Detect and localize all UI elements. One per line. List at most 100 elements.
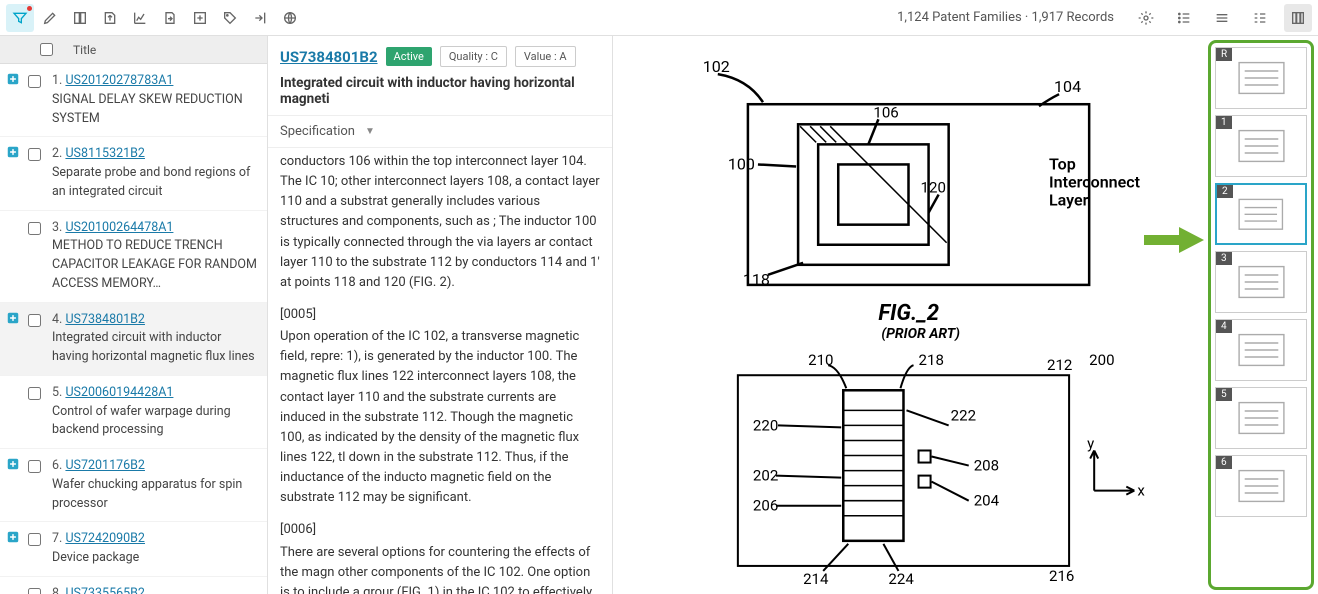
spec-paragraph: [0005] Upon operation of the IC 102, a t…: [280, 305, 600, 508]
page-export-icon[interactable]: [156, 4, 184, 32]
globe-icon[interactable]: [276, 4, 304, 32]
patent-number-link[interactable]: US20120278783A1: [65, 73, 173, 88]
row-title: METHOD TO REDUCE TRENCH CAPACITOR LEAKAG…: [52, 238, 257, 291]
row-checkbox[interactable]: [28, 585, 46, 594]
expand-icon[interactable]: [4, 311, 22, 367]
expand-icon[interactable]: [4, 219, 22, 294]
row-body: 8. US7335565B2: [52, 585, 261, 594]
results-list: 1. US20120278783A1 SIGNAL DELAY SKEW RED…: [0, 64, 267, 594]
row-title: Device package: [52, 550, 139, 565]
figure-panel: 102 104 100 106 118 120 Top Interconnect…: [613, 36, 1204, 594]
columns-icon[interactable]: [1284, 4, 1312, 32]
row-index: 4.: [52, 312, 62, 327]
row-checkbox[interactable]: [28, 384, 46, 440]
expand-icon[interactable]: [4, 145, 22, 201]
toolbar-left: [6, 4, 897, 32]
row-index: 7.: [52, 531, 62, 546]
svg-text:Layer: Layer: [1049, 191, 1089, 210]
spec-paragraph: [0006] There are several options for cou…: [280, 520, 600, 594]
patent-number-link[interactable]: US7242090B2: [65, 531, 145, 546]
indent-icon[interactable]: [1246, 4, 1274, 32]
svg-text:y: y: [1087, 434, 1094, 452]
list-dots-icon[interactable]: [1170, 4, 1198, 32]
chart-icon[interactable]: [126, 4, 154, 32]
row-checkbox[interactable]: [28, 145, 46, 201]
title-column-header: Title: [53, 43, 96, 57]
svg-text:222: 222: [951, 406, 976, 424]
row-title: Wafer chucking apparatus for spin proces…: [52, 477, 242, 511]
toolbar-right: 1,124 Patent Families · 1,917 Records: [897, 4, 1312, 32]
svg-text:x: x: [1137, 482, 1145, 500]
spec-tab-label: Specification: [280, 124, 355, 139]
patent-number-link[interactable]: US20100264478A1: [65, 220, 173, 235]
svg-text:FIG._2: FIG._2: [878, 301, 939, 326]
result-row[interactable]: 1. US20120278783A1 SIGNAL DELAY SKEW RED…: [0, 64, 267, 137]
expand-icon[interactable]: [4, 530, 22, 568]
svg-text:220: 220: [753, 416, 778, 434]
reader-header: US7384801B2 Active Quality : C Value : A…: [268, 36, 612, 116]
gear-icon[interactable]: [1132, 4, 1160, 32]
patent-number-link[interactable]: US8115321B2: [65, 146, 145, 161]
select-all-checkbox[interactable]: [40, 43, 53, 56]
tag-icon[interactable]: [216, 4, 244, 32]
row-checkbox[interactable]: [28, 311, 46, 367]
row-index: 3.: [52, 220, 62, 235]
row-checkbox[interactable]: [28, 72, 46, 128]
book-icon[interactable]: [66, 4, 94, 32]
row-index: 8.: [52, 586, 62, 594]
svg-text:Interconnect: Interconnect: [1049, 173, 1141, 192]
share-icon[interactable]: [246, 4, 274, 32]
svg-text:120: 120: [921, 179, 946, 197]
result-row[interactable]: 8. US7335565B2: [0, 577, 267, 594]
patent-number-link[interactable]: US7384801B2: [65, 312, 145, 327]
figure-viewer[interactable]: 102 104 100 106 118 120 Top Interconnect…: [621, 44, 1196, 586]
row-checkbox[interactable]: [28, 457, 46, 513]
patent-number-link[interactable]: US7335565B2: [65, 586, 145, 594]
result-row[interactable]: 5. US20060194428A1 Control of wafer warp…: [0, 376, 267, 449]
export-icon[interactable]: [96, 4, 124, 32]
add-icon[interactable]: [186, 4, 214, 32]
svg-text:206: 206: [753, 497, 778, 515]
figure-thumbnail[interactable]: R: [1215, 47, 1307, 109]
result-row[interactable]: 7. US7242090B2 Device package: [0, 522, 267, 577]
lines-icon[interactable]: [1208, 4, 1236, 32]
row-body: 7. US7242090B2 Device package: [52, 530, 261, 568]
row-body: 6. US7201176B2 Wafer chucking apparatus …: [52, 457, 261, 513]
result-row[interactable]: 4. US7384801B2 Integrated circuit with i…: [0, 303, 267, 376]
result-row[interactable]: 6. US7201176B2 Wafer chucking apparatus …: [0, 449, 267, 522]
result-row[interactable]: 3. US20100264478A1 METHOD TO REDUCE TREN…: [0, 211, 267, 303]
svg-text:Top: Top: [1049, 154, 1076, 173]
expand-icon[interactable]: [4, 457, 22, 513]
reader-patent-number[interactable]: US7384801B2: [280, 48, 378, 66]
record-counts: 1,124 Patent Families · 1,917 Records: [897, 10, 1122, 25]
row-checkbox[interactable]: [28, 219, 46, 294]
main-area: Title 1. US20120278783A1 SIGNAL DELAY SK…: [0, 36, 1318, 594]
svg-text:202: 202: [753, 467, 778, 485]
spec-tab[interactable]: Specification ▼: [268, 116, 612, 148]
patent-number-link[interactable]: US20060194428A1: [65, 385, 173, 400]
value-badge: Value : A: [515, 46, 576, 67]
patent-number-link[interactable]: US7201176B2: [65, 458, 145, 473]
row-checkbox[interactable]: [28, 530, 46, 568]
figure-thumbnail[interactable]: 1: [1215, 115, 1307, 177]
filter-icon[interactable]: [6, 4, 34, 32]
pencil-icon[interactable]: [36, 4, 64, 32]
result-row[interactable]: 2. US8115321B2 Separate probe and bond r…: [0, 137, 267, 210]
figure-thumbnail[interactable]: 4: [1215, 319, 1307, 381]
patent-figure: 102 104 100 106 118 120 Top Interconnect…: [621, 44, 1196, 586]
expand-icon[interactable]: [4, 585, 22, 594]
figure-thumbnail[interactable]: 6: [1215, 455, 1307, 517]
row-body: 1. US20120278783A1 SIGNAL DELAY SKEW RED…: [52, 72, 261, 128]
figure-thumbnail[interactable]: 2: [1215, 183, 1307, 245]
reader-body: conductors 106 within the top interconne…: [268, 148, 612, 594]
svg-text:106: 106: [873, 103, 898, 121]
chevron-down-icon: ▼: [365, 126, 375, 137]
figure-thumbnail[interactable]: 3: [1215, 251, 1307, 313]
row-body: 3. US20100264478A1 METHOD TO REDUCE TREN…: [52, 219, 261, 294]
row-index: 1.: [52, 73, 62, 88]
spec-paragraph: conductors 106 within the top interconne…: [280, 152, 600, 293]
expand-icon[interactable]: [4, 384, 22, 440]
expand-icon[interactable]: [4, 72, 22, 128]
row-body: 2. US8115321B2 Separate probe and bond r…: [52, 145, 261, 201]
figure-thumbnail[interactable]: 5: [1215, 387, 1307, 449]
